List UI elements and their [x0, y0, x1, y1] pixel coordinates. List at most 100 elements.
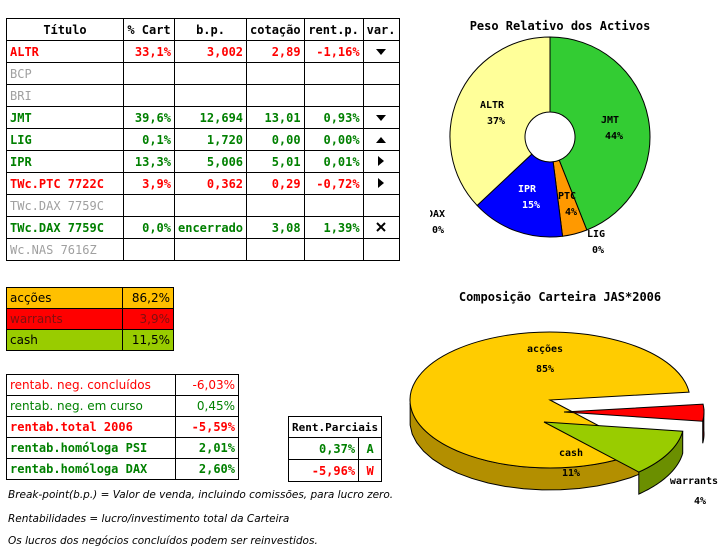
cell-titulo: TWc.DAX 7759C [6, 216, 124, 239]
cell-cotacao [246, 84, 305, 107]
returns-row: rentab.homóloga DAX 2,60% [6, 458, 239, 480]
note-breakpoint: Break-point(b.p.) = Valor de venda, incl… [8, 489, 394, 501]
cell-var [362, 84, 400, 107]
allocation-table: acções 86,2% warrants 3,9% cash 11,5% [6, 287, 174, 351]
pie-label: PTC [558, 191, 576, 202]
portfolio-row: IPR 13,3% 5,006 5,01 0,01% [6, 150, 400, 173]
portfolio-row: TWc.PTC 7722C 3,9% 0,362 0,29 -0,72% [6, 172, 400, 195]
allocation-value: 86,2% [122, 287, 174, 309]
cell-titulo: ALTR [6, 40, 124, 63]
returns-row: rentab.homóloga PSI 2,01% [6, 437, 239, 459]
cell-cotacao: 3,08 [246, 216, 305, 239]
returns-value: 2,01% [175, 437, 239, 459]
chart1-title: Peso Relativo dos Activos [469, 19, 651, 33]
returns-value: -5,59% [175, 416, 239, 438]
cell-titulo: BCP [6, 62, 124, 85]
cell-var [362, 40, 400, 63]
cell-titulo: TWc.DAX 7759C [6, 194, 124, 217]
pie-value-label: 85% [536, 364, 554, 375]
allocation-row: cash 11,5% [6, 329, 174, 351]
cell-cart: 39,6% [123, 106, 175, 129]
portfolio-row: TWc.DAX 7759C [6, 194, 400, 217]
returns-label: rentab.homóloga DAX [6, 458, 176, 480]
cell-cart: 3,9% [123, 172, 175, 195]
cell-cotacao: 0,00 [246, 128, 305, 151]
cell-rent: -1,16% [303, 40, 364, 63]
cell-var [362, 150, 400, 173]
returns-value: 2,60% [175, 458, 239, 480]
cell-var [362, 216, 400, 239]
pie-label: ALTR [480, 100, 505, 111]
cell-titulo: TWc.PTC 7722C [6, 172, 124, 195]
pie-label: cash [559, 448, 583, 459]
partials-value: 0,37% [287, 437, 360, 460]
cell-titulo: BRI [6, 84, 124, 107]
portfolio-row: BRI [6, 84, 400, 107]
cell-bp: 5,006 [173, 150, 248, 173]
col-header-cotacao: cotação [246, 18, 305, 41]
partials-flag: A [358, 437, 383, 460]
col-header-rent: rent.p. [303, 18, 364, 41]
cell-rent [303, 194, 364, 217]
cell-cotacao [246, 238, 305, 261]
cell-var [362, 106, 400, 129]
allocation-label: cash [6, 329, 123, 351]
allocation-value: 3,9% [122, 308, 174, 330]
cell-cotacao: 0,29 [246, 172, 305, 195]
pie-slice-warrants [563, 403, 705, 422]
pie-label: JMT [601, 115, 619, 126]
returns-row: rentab. neg. em curso 0,45% [6, 395, 239, 417]
cell-bp [173, 194, 248, 217]
cell-rent: 0,00% [303, 128, 364, 151]
cell-cart [123, 194, 175, 217]
cell-cart [123, 238, 175, 261]
col-header-cart: % Cart [123, 18, 175, 41]
returns-label: rentab. neg. concluídos [6, 374, 176, 396]
allocation-label: acções [6, 287, 123, 309]
cell-var [362, 62, 400, 85]
portfolio-body: ALTR 33,1% 3,002 2,89 -1,16% BCP BRI JMT 39,6% 12… [6, 40, 400, 261]
pie-value-label: 4% [565, 207, 577, 218]
cell-rent [303, 62, 364, 85]
cell-rent: 0,93% [303, 106, 364, 129]
cell-cotacao [246, 62, 305, 85]
pie-slice-altr [449, 36, 551, 207]
pie-label: acções [527, 344, 563, 355]
portfolio-row: JMT 39,6% 12,694 13,01 0,93% [6, 106, 400, 129]
returns-label: rentab.total 2006 [6, 416, 176, 438]
partials-table: Rent.Parciais 0,37% A -5,96% W [287, 416, 383, 482]
portfolio-header-row: Título % Cart b.p. cotação rent.p. var. [6, 18, 400, 41]
cell-rent: 1,39% [303, 216, 364, 239]
pie-label: LIG [587, 229, 605, 240]
cell-bp: 0,362 [173, 172, 248, 195]
returns-label: rentab. neg. em curso [6, 395, 176, 417]
pie-slice-acções [409, 331, 690, 469]
note-rentabilidades: Rentabilidades = lucro/investimento tota… [8, 513, 290, 525]
pie-value-label: 15% [522, 200, 540, 211]
cell-cart: 0,1% [123, 128, 175, 151]
cell-rent: 0,01% [303, 150, 364, 173]
col-header-titulo: Título [6, 18, 124, 41]
cell-bp: 12,694 [173, 106, 248, 129]
triangle-right-icon [377, 177, 385, 191]
pie-label: DAX [430, 209, 445, 220]
pie-value-label: 11% [562, 468, 580, 479]
partials-header: Rent.Parciais [287, 416, 383, 438]
cell-cart: 33,1% [123, 40, 175, 63]
partials-value: -5,96% [287, 459, 360, 482]
allocation-row: acções 86,2% [6, 287, 174, 309]
cell-rent [303, 238, 364, 261]
cell-titulo: JMT [6, 106, 124, 129]
cell-cotacao: 2,89 [246, 40, 305, 63]
weights-pie-chart: JMT 44% LIG 0% PTC 4% IPR 15% DAX 0% ALTR 37% [430, 36, 651, 256]
col-header-var: var. [362, 18, 400, 41]
cross-icon [376, 221, 386, 235]
cell-rent [303, 84, 364, 107]
pie-label: IPR [518, 184, 537, 195]
composition-pie-chart: acções 85% warrants 4% cash 11% [409, 331, 718, 507]
pie-value-label: 0% [592, 245, 604, 256]
pie-value-label: 0% [432, 225, 444, 236]
portfolio-table: Título % Cart b.p. cotação rent.p. var. … [6, 18, 400, 261]
cell-rent: -0,72% [303, 172, 364, 195]
cell-titulo: Wc.NAS 7616Z [6, 238, 124, 261]
